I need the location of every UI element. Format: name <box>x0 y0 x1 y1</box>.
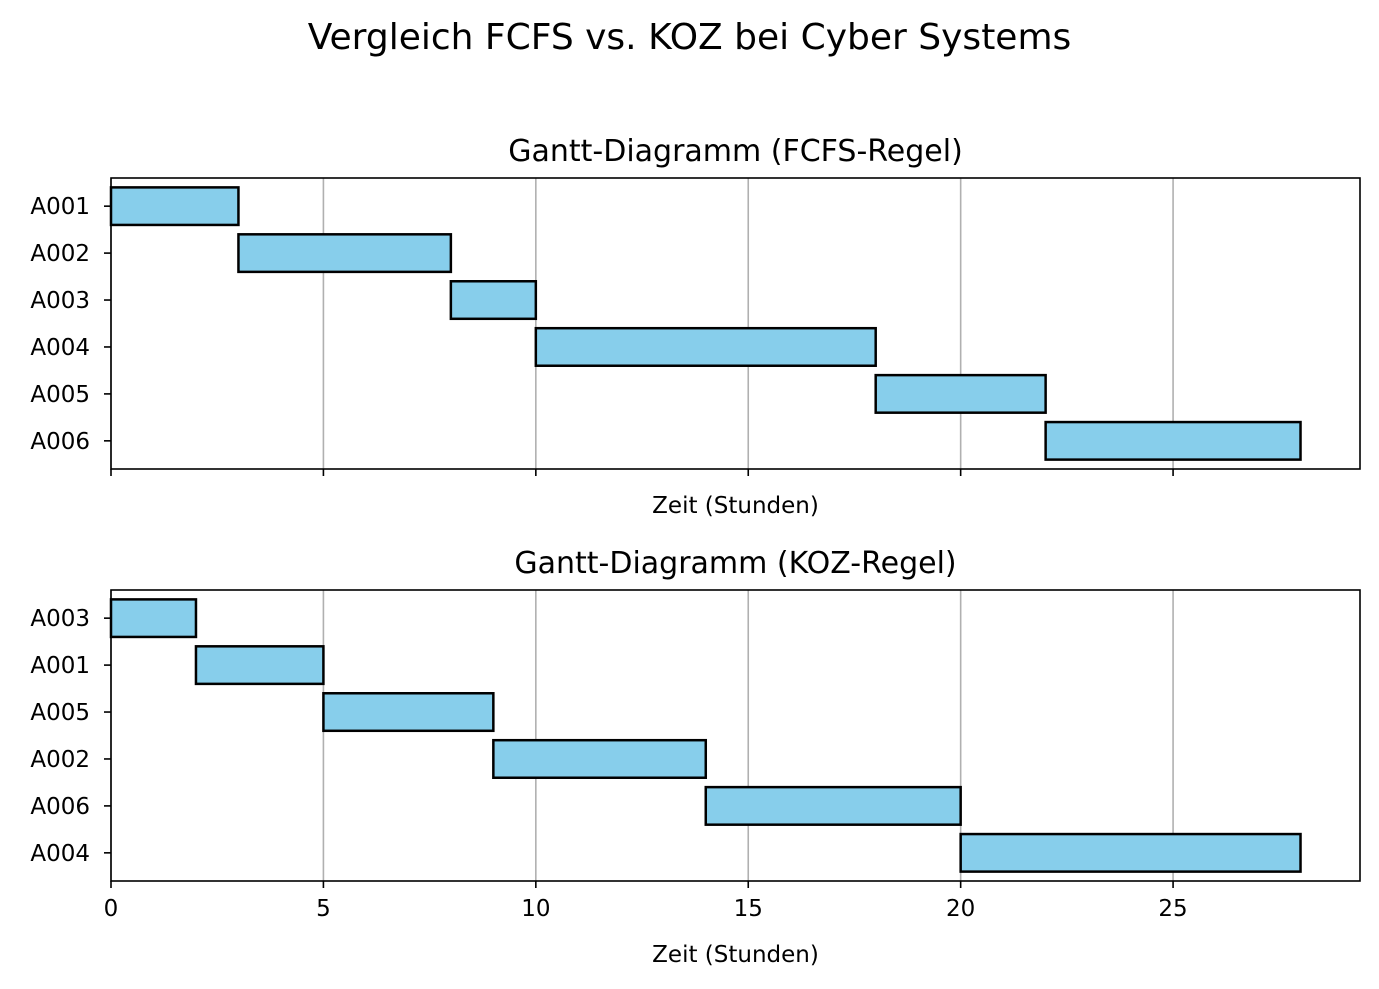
fcfs-ytick-label-a003: A003 <box>30 288 90 314</box>
koz-xtick-label-20: 20 <box>946 896 975 922</box>
koz-ytick-label-a006: A006 <box>30 794 90 820</box>
fcfs-bar-a006 <box>1044 420 1302 461</box>
koz-ytick-label-a001: A001 <box>30 653 90 679</box>
koz-ytick-label-a003: A003 <box>30 606 90 632</box>
koz-xtick-label-5: 5 <box>316 896 331 922</box>
fcfs-bar-a005 <box>874 373 1047 414</box>
koz-ytick-label-a005: A005 <box>30 700 90 726</box>
koz-ytick-label-a002: A002 <box>30 747 90 773</box>
fcfs-chart-title: Gantt-Diagramm (FCFS-Regel) <box>508 134 963 169</box>
fcfs-ytick-label-a001: A001 <box>30 194 90 220</box>
koz-xtick-label-0: 0 <box>104 896 119 922</box>
koz-bar-a001 <box>194 645 325 686</box>
koz-xtick-label-25: 25 <box>1158 896 1187 922</box>
koz-chart-title: Gantt-Diagramm (KOZ-Regel) <box>514 546 956 581</box>
koz-axes-frame <box>110 589 1361 882</box>
fcfs-bar-a001 <box>109 186 240 227</box>
koz-xtick-label-15: 15 <box>734 896 763 922</box>
koz-bar-a003 <box>109 598 198 639</box>
fcfs-x-axis-label: Zeit (Stunden) <box>652 493 819 519</box>
figure-title: Vergleich FCFS vs. KOZ bei Cyber Systems <box>308 17 1072 58</box>
fcfs-bar-a003 <box>449 280 538 321</box>
fcfs-ytick-label-a004: A004 <box>30 335 90 361</box>
koz-bar-a006 <box>704 785 962 826</box>
fcfs-ytick-label-a005: A005 <box>30 382 90 408</box>
koz-bar-a004 <box>959 832 1302 873</box>
fcfs-ytick-label-a002: A002 <box>30 241 90 267</box>
fcfs-axes-frame <box>110 177 1361 470</box>
fcfs-ytick-label-a006: A006 <box>30 429 90 455</box>
fcfs-gantt-axes: Gantt-Diagramm (FCFS-Regel) A001 A002 A003 A… <box>30 134 1361 519</box>
fcfs-bar-a004 <box>534 326 877 367</box>
koz-bar-a002 <box>492 738 708 779</box>
koz-gantt-axes: Gantt-Diagramm (KOZ-Regel) A003 A001 A005 A0… <box>30 546 1361 968</box>
koz-x-axis-label: Zeit (Stunden) <box>652 942 819 968</box>
koz-bar-a005 <box>322 692 495 733</box>
koz-xtick-label-10: 10 <box>521 896 550 922</box>
fcfs-bar-a002 <box>237 233 453 274</box>
koz-ytick-label-a004: A004 <box>30 841 90 867</box>
